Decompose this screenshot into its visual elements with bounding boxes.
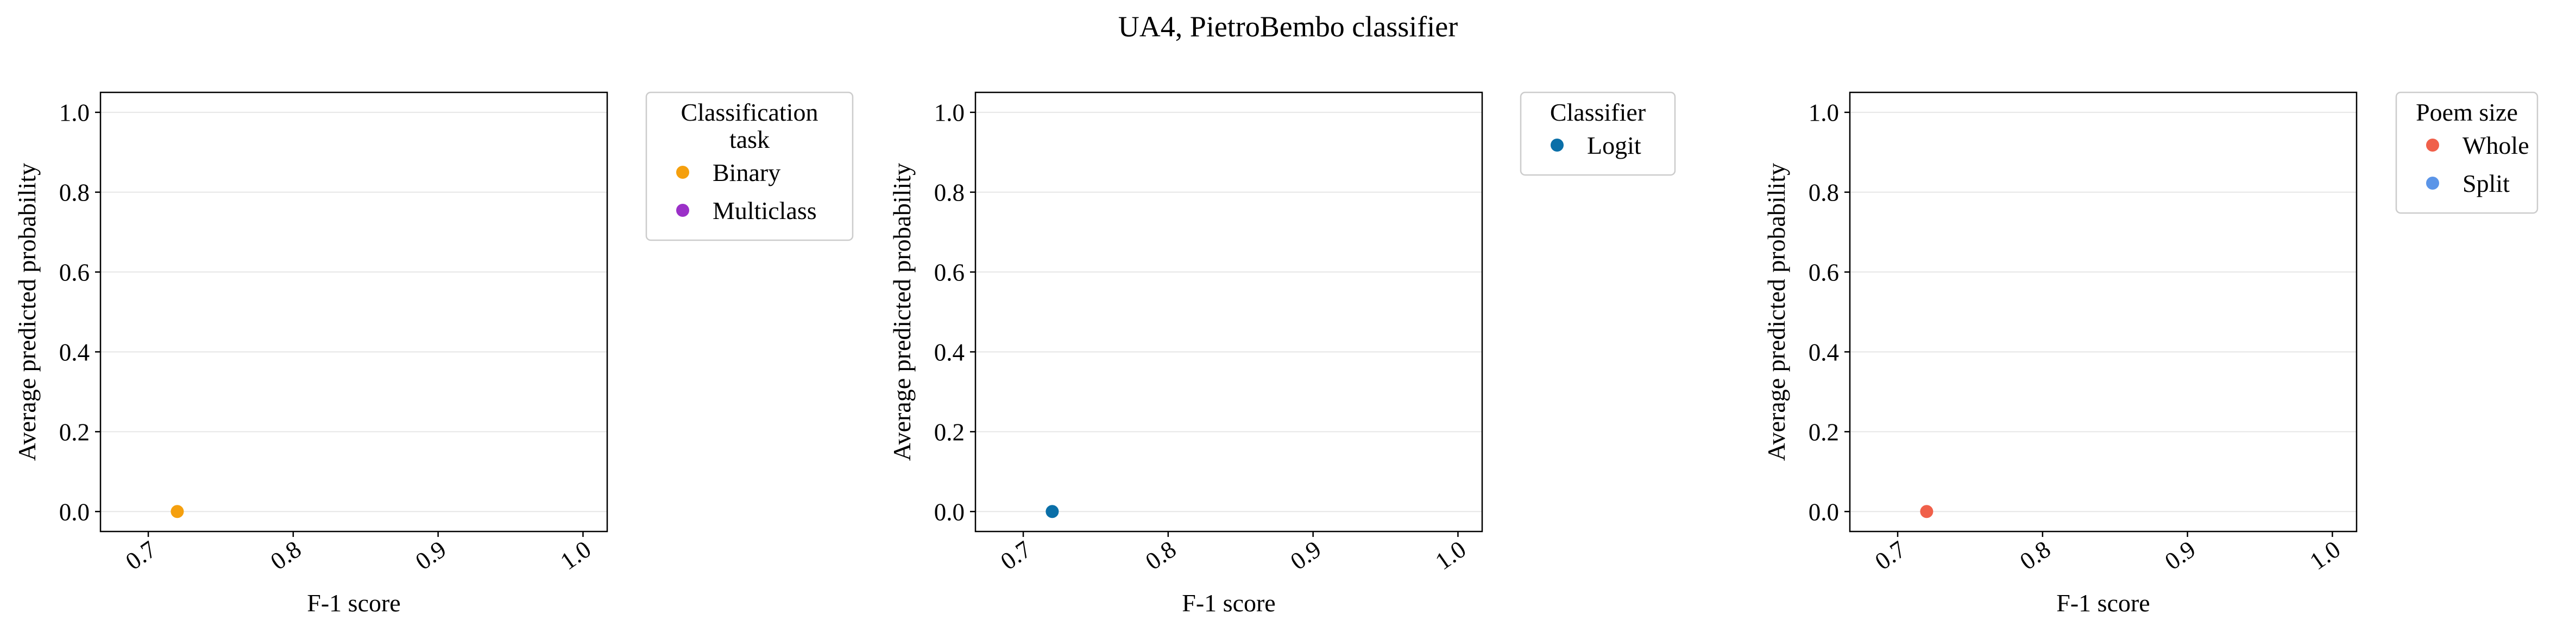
chart-panel-3: 0.0 0.2 0.4 0.6 0.8 1.0 0.7 0.8 0.9 1.0 F-1 score A… [1762,91,2539,617]
y-tick-label: 0.2 [59,418,90,446]
x-tick-label: 0.7 [1870,535,1911,575]
x-tick-label: 0.8 [2015,535,2056,575]
legend-marker [2426,177,2439,190]
legend-marker [676,204,689,217]
y-tick-label: 0.6 [934,259,965,286]
legend-entry-label: Multiclass [713,197,817,224]
legend-entry-label: Split [2462,170,2510,197]
y-tick-label: 0.2 [934,418,965,446]
y-tick-label: 1.0 [1809,99,1839,127]
legend-entry-label: Binary [713,159,780,186]
x-tick-label: 0.8 [1141,535,1181,575]
axes-frame [1849,91,2358,533]
x-tick-label: 0.8 [266,535,306,575]
y-tick-label: 0.0 [59,498,90,526]
legend-box [1520,91,1676,176]
legend-title: Classifier [1550,98,1646,126]
legend-entry-label: Whole [2462,132,2529,159]
y-tick-label: 1.0 [59,99,90,127]
y-tick-label: 0.0 [934,498,965,526]
figure-title: UA4, PietroBembo classifier [1118,10,1458,43]
y-tick-label: 1.0 [934,99,965,127]
x-tick-label: 0.9 [2160,535,2201,575]
legend-title: Poem size [2416,98,2518,126]
y-axis-label: Average predicted probability [13,163,41,461]
legend-title: Classification [681,98,818,126]
x-tick-label: 0.7 [121,535,161,575]
y-tick-label: 0.4 [934,339,965,366]
x-tick-label: 0.7 [996,535,1036,575]
x-tick-label: 1.0 [555,535,596,575]
y-axis-label: Average predicted probability [888,163,916,461]
x-tick-label: 0.9 [411,535,451,575]
x-axis-label: F-1 score [307,589,400,617]
x-axis-label: F-1 score [2056,589,2150,617]
x-tick-label: 1.0 [1430,535,1471,575]
axes-frame [974,91,1483,533]
y-tick-label: 0.6 [1809,259,1839,286]
chart-panel-2: 0.0 0.2 0.4 0.6 0.8 1.0 0.7 0.8 0.9 1.0 F-1 score A… [888,91,1676,617]
axes-frame [99,91,608,533]
legend-box [645,91,854,241]
y-tick-label: 0.6 [59,259,90,286]
legend-entry-label: Logit [1587,132,1641,159]
legend-marker [2426,139,2439,152]
y-tick-label: 0.2 [1809,418,1839,446]
x-tick-label: 1.0 [2304,535,2345,575]
legend-title: task [729,126,770,153]
y-tick-label: 0.8 [59,179,90,207]
y-tick-label: 0.0 [1809,498,1839,526]
y-tick-label: 0.4 [59,339,90,366]
chart-panel-1: 0.0 0.2 0.4 0.6 0.8 1.0 0.7 0.8 0.9 1.0 F-1 score A… [13,91,854,617]
y-axis-label: Average predicted probability [1762,163,1790,461]
legend-marker [1551,139,1564,152]
x-axis-label: F-1 score [1182,589,1275,617]
y-tick-label: 0.8 [934,179,965,207]
data-point [1045,505,1059,518]
y-tick-label: 0.8 [1809,179,1839,207]
x-tick-label: 0.9 [1286,535,1326,575]
data-point [1920,505,1933,518]
data-point [171,505,184,518]
legend-marker [676,166,689,179]
y-tick-label: 0.4 [1809,339,1839,366]
